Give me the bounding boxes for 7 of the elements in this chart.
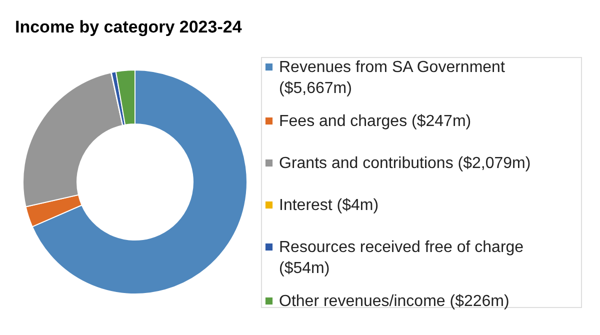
legend-label: Revenues from SA Government ($5,667m) (279, 59, 506, 97)
legend-label: Resources received free of charge ($54m) (279, 239, 524, 277)
legend-label: Fees and charges ($247m) (279, 113, 472, 130)
legend-label: Interest ($4m) (279, 197, 379, 214)
legend-label: Other revenues/income ($226m) (279, 293, 510, 310)
legend-label: Grants and contributions ($2,079m) (279, 155, 531, 172)
chart-title: Income by category 2023-24 (15, 18, 242, 36)
